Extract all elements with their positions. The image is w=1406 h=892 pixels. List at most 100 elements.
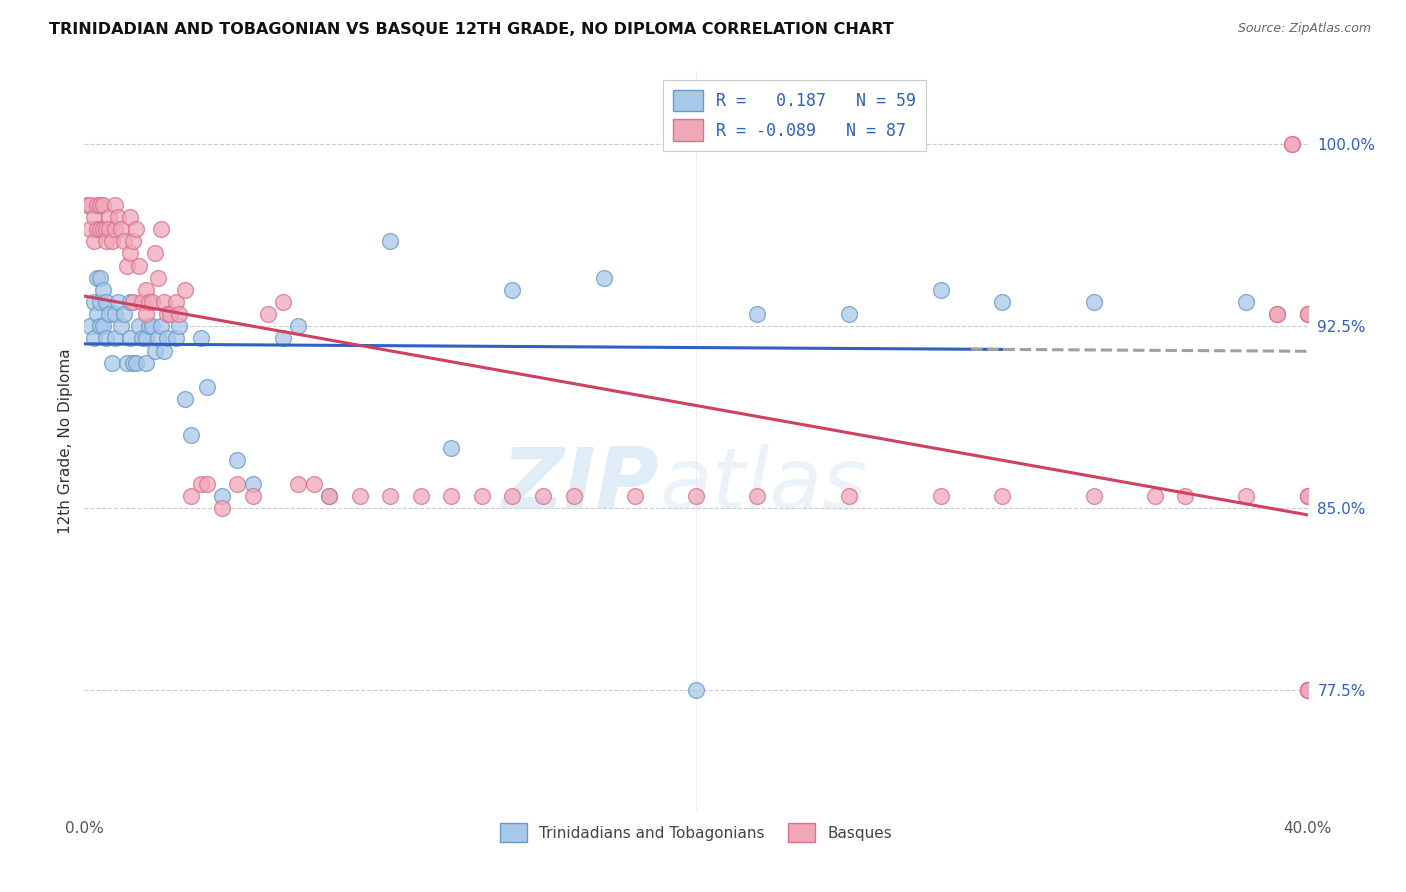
Point <box>1296 307 1319 321</box>
Point <box>242 477 264 491</box>
Point <box>141 295 163 310</box>
Point <box>929 283 952 297</box>
Point <box>747 307 769 321</box>
Point <box>593 270 616 285</box>
Point <box>271 331 294 345</box>
Point <box>242 489 264 503</box>
Point <box>122 356 145 370</box>
Point <box>131 295 153 310</box>
Point <box>135 283 157 297</box>
Point <box>83 331 105 345</box>
Point <box>76 198 98 212</box>
Point <box>991 489 1014 503</box>
Point <box>141 319 163 334</box>
Point <box>302 477 325 491</box>
Y-axis label: 12th Grade, No Diploma: 12th Grade, No Diploma <box>58 349 73 534</box>
Point <box>89 270 111 285</box>
Point <box>349 489 371 503</box>
Point <box>1174 489 1197 503</box>
Point <box>380 234 402 248</box>
Point <box>107 295 129 310</box>
Point <box>91 198 114 212</box>
Point <box>409 489 432 503</box>
Point <box>94 295 117 310</box>
Point <box>180 489 202 503</box>
Point <box>271 295 294 310</box>
Point <box>149 319 172 334</box>
Point <box>1265 307 1288 321</box>
Point <box>991 295 1014 310</box>
Point <box>94 234 117 248</box>
Point <box>838 307 860 321</box>
Point <box>101 356 124 370</box>
Point <box>1296 489 1319 503</box>
Point <box>287 477 309 491</box>
Point <box>94 222 117 236</box>
Point <box>156 307 179 321</box>
Point <box>1265 307 1288 321</box>
Point <box>167 319 190 334</box>
Point <box>1281 137 1303 152</box>
Point <box>685 489 707 503</box>
Point <box>128 319 150 334</box>
Point <box>120 210 142 224</box>
Point <box>101 234 124 248</box>
Point <box>79 319 101 334</box>
Point <box>89 198 111 212</box>
Point <box>747 489 769 503</box>
Point <box>1236 295 1258 310</box>
Point <box>190 331 212 345</box>
Point <box>1296 307 1319 321</box>
Point <box>153 343 176 358</box>
Point <box>86 307 108 321</box>
Point <box>195 380 218 394</box>
Point <box>211 489 233 503</box>
Point <box>125 356 148 370</box>
Point <box>165 331 187 345</box>
Point <box>86 270 108 285</box>
Point <box>174 283 197 297</box>
Point <box>138 295 160 310</box>
Point <box>122 295 145 310</box>
Point <box>91 222 114 236</box>
Text: atlas: atlas <box>659 444 868 527</box>
Point <box>86 198 108 212</box>
Point <box>190 477 212 491</box>
Point <box>1296 489 1319 503</box>
Point <box>471 489 494 503</box>
Point <box>440 489 463 503</box>
Point <box>146 270 169 285</box>
Point <box>1143 489 1166 503</box>
Point <box>1296 683 1319 698</box>
Point <box>97 210 120 224</box>
Point <box>131 331 153 345</box>
Point <box>153 295 176 310</box>
Point <box>159 307 181 321</box>
Point <box>120 246 142 260</box>
Point <box>97 307 120 321</box>
Point <box>562 489 585 503</box>
Point <box>89 319 111 334</box>
Point <box>685 683 707 698</box>
Point <box>502 489 524 503</box>
Point <box>94 331 117 345</box>
Point <box>502 283 524 297</box>
Point <box>83 234 105 248</box>
Point <box>143 343 166 358</box>
Point <box>79 198 101 212</box>
Point <box>165 295 187 310</box>
Point <box>226 477 249 491</box>
Point <box>107 210 129 224</box>
Point <box>104 198 127 212</box>
Point <box>257 307 280 321</box>
Point <box>318 489 340 503</box>
Point <box>226 452 249 467</box>
Point <box>89 222 111 236</box>
Point <box>159 307 181 321</box>
Point <box>135 307 157 321</box>
Text: TRINIDADIAN AND TOBAGONIAN VS BASQUE 12TH GRADE, NO DIPLOMA CORRELATION CHART: TRINIDADIAN AND TOBAGONIAN VS BASQUE 12T… <box>49 22 894 37</box>
Text: ZIP: ZIP <box>502 444 659 527</box>
Point <box>135 331 157 345</box>
Point <box>195 477 218 491</box>
Point <box>112 234 135 248</box>
